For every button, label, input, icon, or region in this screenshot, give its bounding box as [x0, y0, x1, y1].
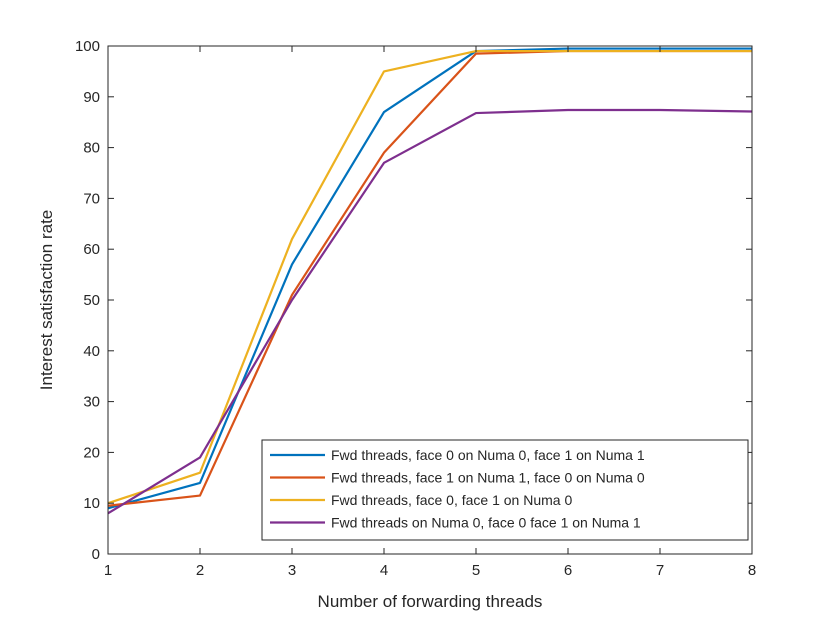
- x-tick-label: 7: [656, 562, 664, 579]
- x-tick-label: 8: [748, 562, 756, 579]
- y-tick-label: 100: [75, 38, 100, 55]
- y-tick-label: 30: [83, 394, 100, 411]
- legend-label: Fwd threads, face 0 on Numa 0, face 1 on…: [331, 447, 645, 463]
- legend-label: Fwd threads, face 0, face 1 on Numa 0: [331, 492, 572, 508]
- series-line: [107, 49, 752, 507]
- y-tick-label: 0: [92, 546, 100, 563]
- y-tick-label: 90: [83, 89, 100, 106]
- x-tick-label: 4: [380, 562, 388, 579]
- y-tick-label: 20: [83, 444, 100, 461]
- x-tick-label: 1: [104, 562, 112, 579]
- series-lines: [107, 47, 753, 515]
- y-axis-label: Interest satisfaction rate: [37, 210, 56, 390]
- series-line: [107, 49, 752, 505]
- legend-label: Fwd threads, face 1 on Numa 1, face 0 on…: [331, 470, 645, 486]
- x-tick-label: 6: [564, 562, 572, 579]
- legend: Fwd threads, face 0 on Numa 0, face 1 on…: [261, 439, 749, 541]
- x-tick-label: 2: [196, 562, 204, 579]
- series-line: [107, 108, 753, 515]
- y-tick-label: 50: [83, 292, 100, 309]
- series-line: [107, 47, 752, 510]
- legend-label: Fwd threads on Numa 0, face 0 face 1 on …: [331, 515, 641, 531]
- x-tick-label: 3: [288, 562, 296, 579]
- y-tick-label: 40: [83, 343, 100, 360]
- y-tick-label: 10: [83, 495, 100, 512]
- x-axis-label: Number of forwarding threads: [318, 592, 543, 611]
- y-tick-label: 60: [83, 241, 100, 258]
- y-tick-label: 70: [83, 190, 100, 207]
- y-tick-label: 80: [83, 140, 100, 157]
- legend-box: [261, 439, 749, 541]
- x-tick-label: 5: [472, 562, 480, 579]
